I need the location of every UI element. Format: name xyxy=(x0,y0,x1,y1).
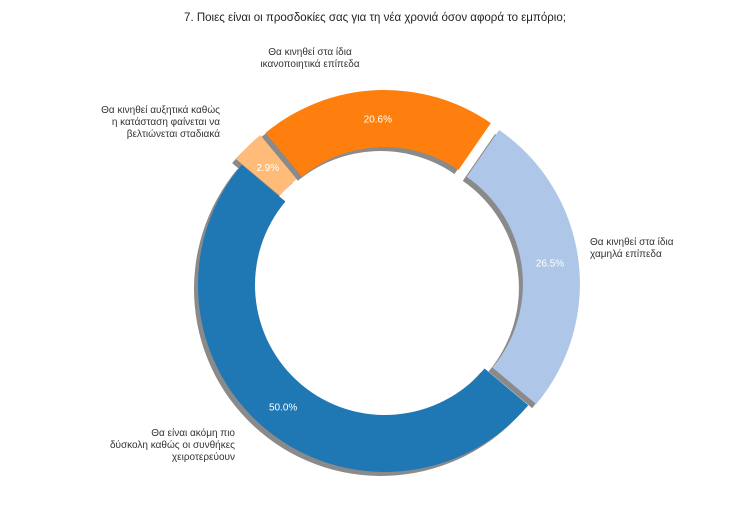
slice-category-label-line: βελτιώνεται σταδιακά xyxy=(127,128,220,140)
donut-slice-0 xyxy=(198,164,529,473)
slice-category-label-line: η κατάσταση φαίνεται να xyxy=(112,116,220,128)
slice-category-label: Θα είναι ακόμη πιο δύσκολη καθώς οι συνθή… xyxy=(110,427,235,463)
slice-percent-label: 50.0% xyxy=(269,402,297,413)
slice-percent-label: 2.9% xyxy=(256,163,279,174)
slice-category-label-line: δύσκολη καθώς οι συνθήκες xyxy=(110,439,235,451)
slice-category-label: Θα κινηθεί στα ίδια χαμηλά επίπεδα xyxy=(590,236,674,260)
donut-slice-2 xyxy=(265,90,491,177)
slice-category-label-line: Θα είναι ακόμη πιο xyxy=(151,427,235,439)
donut-slice-1 xyxy=(466,130,580,405)
slice-category-label: Θα κινηθεί αυξητικά καθώς η κατάσταση φαί… xyxy=(101,104,220,140)
slice-category-label-line: Θα κινηθεί στα ίδια xyxy=(590,236,674,248)
slice-percent-label: 26.5% xyxy=(536,259,564,270)
slice-category-label-line: ικανοποιητικά επίπεδα xyxy=(260,58,360,70)
slice-category-label-line: χειροτερεύουν xyxy=(172,451,235,463)
slice-percent-label: 20.6% xyxy=(364,115,392,126)
slice-category-label-line: χαμηλά επίπεδα xyxy=(590,248,662,260)
slice-category-label: Θα κινηθεί στα ίδια ικανοποιητικά επίπεδα xyxy=(260,46,360,70)
slice-category-label-line: Θα κινηθεί αυξητικά καθώς xyxy=(101,104,220,116)
chart-title: 7. Ποιες είναι οι προσδοκίες σας για τη … xyxy=(184,12,566,24)
donut-slice-3 xyxy=(236,135,297,196)
slice-category-label-line: Θα κινηθεί στα ίδια xyxy=(268,46,352,58)
